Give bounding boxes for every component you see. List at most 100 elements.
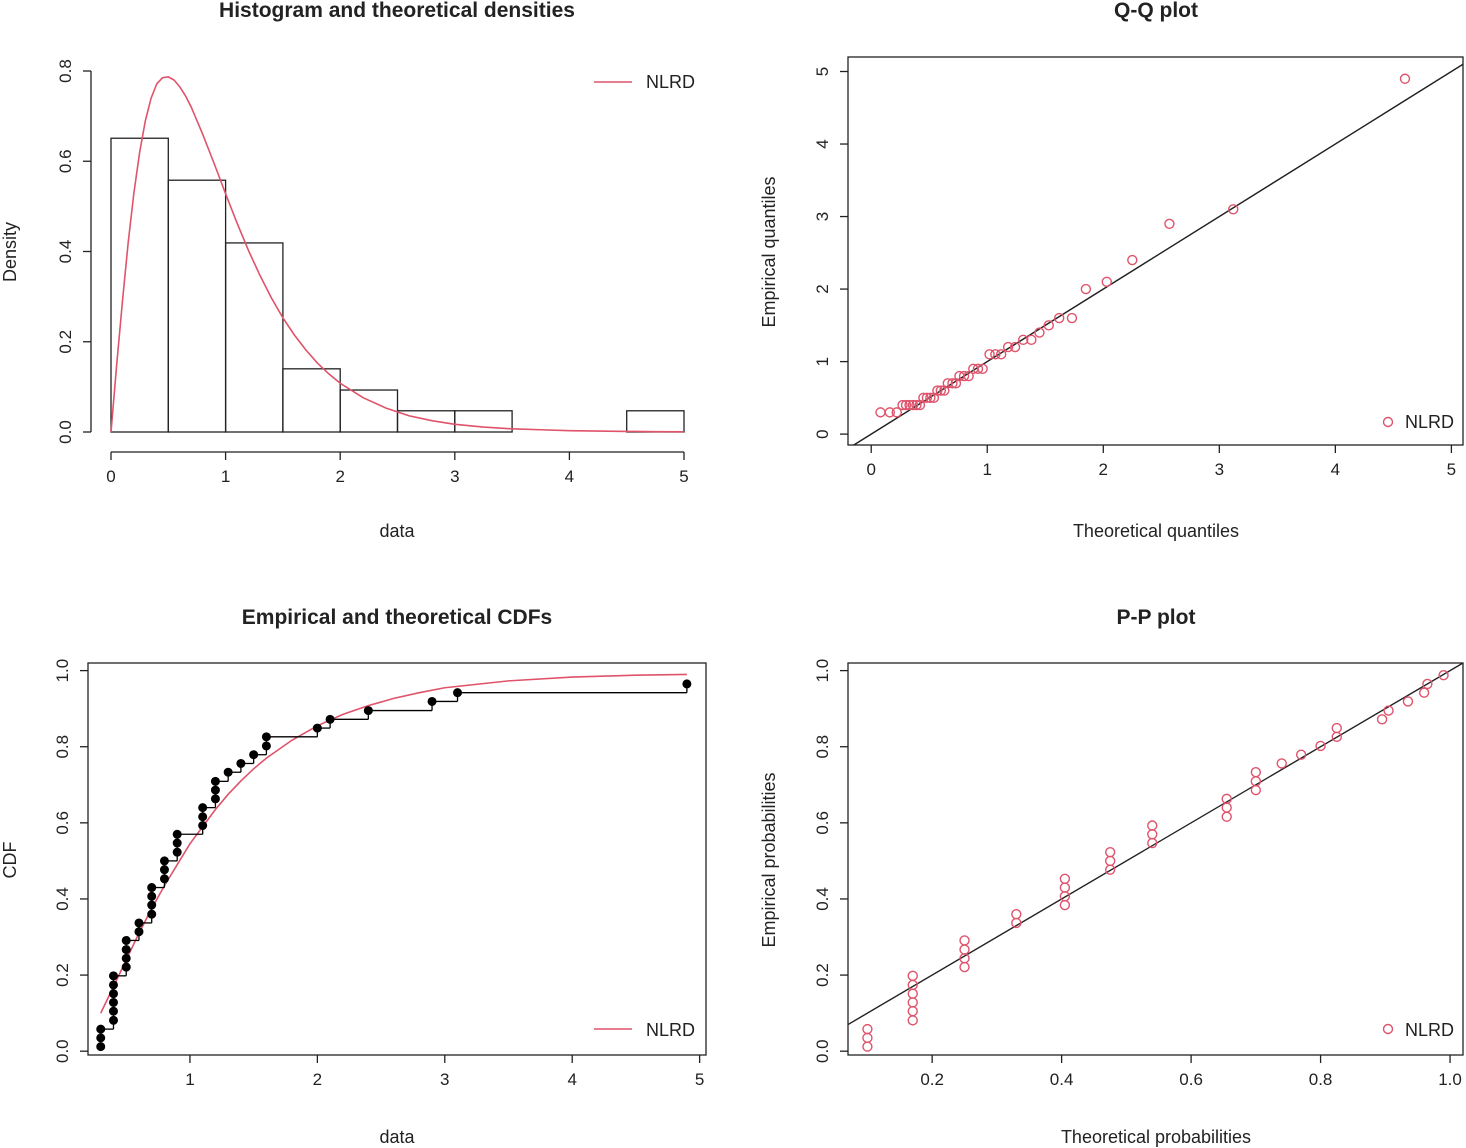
qq-plot-axes: 0 1 2 3 4 5 0 1 2 3 4 5 — [813, 56, 1464, 479]
ecdf-point — [682, 679, 692, 689]
pp-plot-point — [1104, 846, 1116, 858]
ecdf-point — [121, 935, 131, 945]
qq-plot-panel: Q-Q plot Theoretical quantiles Empirical… — [759, 0, 1464, 541]
pp-plot-point — [862, 1041, 873, 1052]
pp-plot-point — [959, 935, 970, 946]
qq-plot-point — [935, 385, 947, 396]
pp-plot-point — [1276, 758, 1287, 769]
qq-plot-y-tick-label: 2 — [813, 284, 832, 293]
cdf-y-tick-label: 0.2 — [53, 963, 72, 987]
ecdf-point — [172, 847, 182, 857]
qq-plot-y-tick-label: 5 — [813, 67, 832, 76]
pp-plot-plot-frame — [847, 662, 1464, 1056]
qq-plot-x-tick-label: 2 — [1099, 460, 1108, 479]
cdf-y-tick-label: 0.0 — [53, 1039, 72, 1063]
cdf-panel: Empirical and theoretical CDFs data CDF … — [0, 606, 707, 1147]
pp-plot-point — [1250, 784, 1262, 796]
qq-plot-point — [1002, 341, 1014, 353]
qq-plot-point — [900, 399, 912, 411]
qq-plot-y-tick-label: 4 — [813, 139, 832, 148]
histogram-y-tick-label: 0.8 — [56, 59, 75, 83]
ecdf-point — [325, 714, 335, 724]
histogram-y-tick-label: 0.4 — [56, 240, 75, 264]
pp-plot-point — [1221, 793, 1232, 805]
histogram-x-tick-label: 0 — [106, 467, 115, 486]
qq-plot-x-tick-label: 1 — [983, 460, 992, 479]
ecdf-point — [108, 1006, 118, 1016]
qq-plot-point — [958, 370, 970, 382]
qq-plot-point — [947, 378, 958, 389]
qq-plot-x-tick-label: 4 — [1331, 460, 1340, 479]
histogram-x-tick-label: 4 — [565, 467, 574, 486]
histogram-x-tick-label: 1 — [221, 467, 230, 486]
ecdf-point — [223, 767, 233, 777]
pp-plot-point — [1059, 882, 1071, 893]
histogram-bar — [167, 179, 227, 433]
qq-plot-point — [1127, 254, 1138, 266]
qq-plot-legend-label: NLRD — [1405, 412, 1454, 432]
pp-plot-y-tick-label: 0.8 — [813, 735, 832, 759]
qq-plot-point — [875, 407, 886, 418]
qq-plot-point — [1066, 312, 1078, 324]
ecdf-point — [147, 900, 157, 910]
ecdf-point — [147, 883, 157, 893]
histogram-x-tick-label: 2 — [335, 467, 344, 486]
ecdf-point — [312, 723, 322, 733]
pp-plot-point — [1221, 811, 1232, 822]
qq-plot-point — [963, 370, 974, 382]
qq-plot-point — [1228, 204, 1239, 215]
qq-plot-point — [1043, 320, 1054, 331]
pp-plot-y-tick-label: 1.0 — [813, 659, 832, 683]
pp-plot-point — [1059, 899, 1071, 911]
histogram-bar — [110, 137, 169, 433]
pp-plot-x-tick-label: 0.8 — [1309, 1070, 1333, 1089]
cdf-x-tick-label: 3 — [440, 1070, 449, 1089]
ecdf-point — [198, 803, 208, 813]
ecdf-point — [159, 856, 169, 866]
histogram-bar — [282, 368, 341, 433]
pp-plot-point — [907, 970, 918, 982]
pp-plot-y-tick-label: 0.6 — [813, 811, 832, 835]
ecdf-point — [121, 962, 131, 972]
ecdf-point — [134, 918, 144, 928]
cdf-plot-frame — [87, 662, 707, 1056]
histogram-x-tick-label: 5 — [679, 467, 688, 486]
ecdf-point — [453, 688, 463, 698]
cdf-x-tick-label: 4 — [567, 1070, 576, 1089]
pp-plot-point — [1059, 873, 1071, 884]
cdf-x-tick-label: 1 — [185, 1070, 194, 1089]
qq-plot-x-tick-label: 3 — [1215, 460, 1224, 479]
ecdf-point — [159, 874, 169, 884]
histogram-y-tick-label: 0.6 — [56, 149, 75, 173]
cdf-legend: NLRD — [594, 1020, 695, 1040]
qq-plot-point — [1101, 276, 1112, 288]
histogram-bar — [454, 410, 513, 433]
cdf-x-tick-label: 5 — [695, 1070, 704, 1089]
pp-plot-legend: NLRD — [1382, 1020, 1454, 1040]
pp-plot-point — [1250, 767, 1262, 778]
qq-plot-point — [897, 399, 908, 411]
pp-plot-y-tick-label: 0.0 — [813, 1039, 832, 1063]
qq-plot-point — [984, 349, 995, 360]
cdf-title: Empirical and theoretical CDFs — [242, 606, 552, 629]
pp-plot-identity-line — [847, 662, 1464, 1026]
ecdf-point — [210, 785, 220, 795]
pp-plot-point — [1422, 678, 1433, 690]
pp-plot-point — [1438, 669, 1449, 681]
cdf-y-tick-label: 0.8 — [53, 735, 72, 759]
qq-plot-point — [884, 407, 895, 418]
qq-plot-point — [977, 363, 988, 375]
qq-plot-point — [990, 349, 1001, 360]
qq-plot-point — [1018, 334, 1029, 346]
pp-plot-x-tick-label: 0.4 — [1050, 1070, 1074, 1089]
ecdf-point — [198, 812, 208, 822]
pp-plot-x-tick-label: 1.0 — [1438, 1070, 1462, 1089]
histogram-x-axis-label: data — [379, 521, 415, 541]
pp-plot-legend-marker — [1382, 1023, 1394, 1035]
pp-plot-title: P-P plot — [1117, 606, 1196, 629]
pp-plot-point — [1147, 829, 1158, 840]
qq-plot-point — [918, 392, 929, 404]
ecdf-point — [108, 997, 118, 1007]
qq-plot-point — [904, 399, 915, 411]
ecdf-point — [427, 696, 437, 706]
